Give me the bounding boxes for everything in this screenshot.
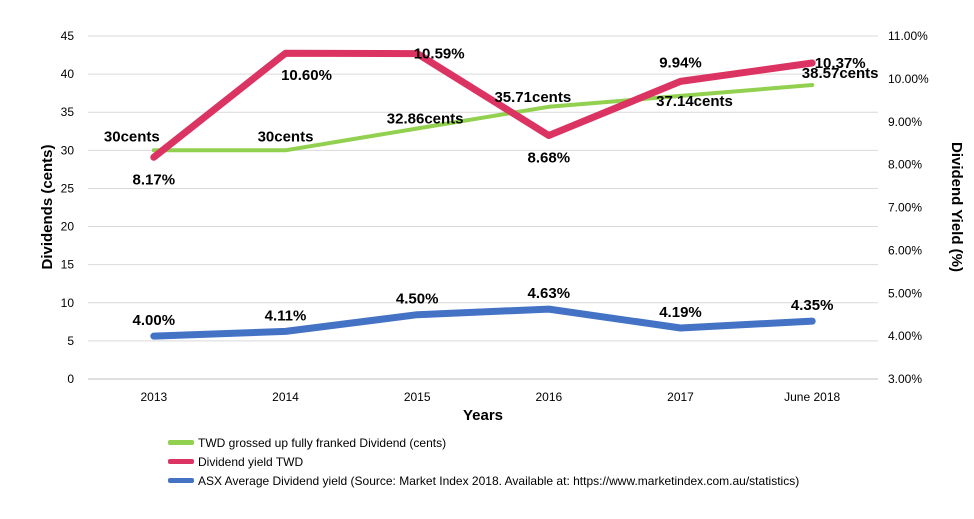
data-label: 38.57cents bbox=[802, 65, 879, 82]
legend-item-twd-dividend: TWD grossed up fully franked Dividend (c… bbox=[168, 433, 799, 452]
data-label: 4.50% bbox=[396, 291, 439, 308]
right-tick-label: 6.00% bbox=[888, 243, 922, 257]
x-tick-label: 2013 bbox=[140, 390, 167, 404]
x-axis-title: Years bbox=[463, 407, 503, 424]
left-tick-label: 20 bbox=[61, 220, 75, 234]
left-tick-label: 30 bbox=[61, 143, 75, 157]
legend-item-twd-yield: Dividend yield TWD bbox=[168, 452, 799, 471]
data-label: 4.19% bbox=[659, 304, 702, 321]
y-axis-right-title: Dividend Yield (%) bbox=[948, 142, 965, 272]
data-label: 10.37% bbox=[815, 55, 866, 72]
left-tick-label: 40 bbox=[61, 67, 75, 81]
legend-label: ASX Average Dividend yield (Source: Mark… bbox=[198, 473, 800, 488]
right-axis-ticks: 3.00% 4.00% 5.00% 6.00% 7.00% 8.00% 9.00% 10.00… bbox=[888, 29, 929, 386]
left-tick-label: 35 bbox=[61, 105, 75, 119]
right-tick-label: 5.00% bbox=[888, 286, 922, 300]
left-tick-label: 15 bbox=[61, 258, 75, 272]
x-tick-label: June 2018 bbox=[784, 390, 840, 404]
right-tick-label: 9.00% bbox=[888, 115, 922, 129]
x-axis-ticks: 2013 2014 2015 2016 2017 June 2018 bbox=[140, 390, 840, 404]
data-label: 10.60% bbox=[281, 67, 332, 84]
data-label: 10.59% bbox=[414, 46, 465, 63]
data-label: 4.11% bbox=[265, 307, 307, 324]
series-line-twd-yield bbox=[150, 49, 816, 161]
legend: TWD grossed up fully franked Dividend (c… bbox=[168, 433, 799, 490]
left-tick-label: 10 bbox=[61, 296, 75, 310]
data-labels: 30cents 30cents 32.86cents 35.71cents 37.14c… bbox=[104, 46, 879, 330]
data-label: 30cents bbox=[104, 128, 160, 145]
legend-item-asx-yield: ASX Average Dividend yield (Source: Mark… bbox=[168, 471, 799, 490]
right-tick-label: 10.00% bbox=[888, 72, 929, 86]
series-lines bbox=[150, 49, 816, 340]
data-label: 9.94% bbox=[659, 54, 702, 71]
x-tick-label: 2014 bbox=[272, 390, 299, 404]
right-tick-label: 7.00% bbox=[888, 201, 922, 215]
series-line-asx-yield bbox=[150, 305, 816, 340]
series-line-twd-dividend bbox=[151, 83, 815, 153]
left-tick-label: 5 bbox=[67, 334, 74, 348]
data-label: 32.86cents bbox=[387, 111, 464, 128]
data-label: 37.14cents bbox=[656, 93, 733, 110]
legend-label: TWD grossed up fully franked Dividend (c… bbox=[198, 435, 447, 450]
left-tick-label: 45 bbox=[61, 29, 75, 43]
left-tick-label: 25 bbox=[61, 181, 75, 195]
right-tick-label: 4.00% bbox=[888, 329, 922, 343]
right-tick-label: 11.00% bbox=[888, 29, 928, 43]
right-tick-label: 3.00% bbox=[888, 372, 922, 386]
left-axis-ticks: 0 5 10 15 20 25 30 35 40 45 bbox=[61, 29, 75, 386]
chart: 0 5 10 15 20 25 30 35 40 45 3.00% 4.00% 5.00% 6.00% 7… bbox=[39, 29, 965, 424]
data-label: 4.63% bbox=[528, 285, 571, 302]
legend-swatch-red bbox=[168, 459, 194, 464]
legend-label: Dividend yield TWD bbox=[198, 454, 304, 469]
legend-swatch-green bbox=[168, 440, 194, 445]
y-axis-left-title: Dividends (cents) bbox=[39, 144, 56, 269]
data-label: 8.68% bbox=[528, 149, 571, 166]
data-label: 30cents bbox=[258, 128, 314, 145]
right-tick-label: 8.00% bbox=[888, 158, 922, 172]
data-label: 8.17% bbox=[133, 171, 176, 188]
x-tick-label: 2017 bbox=[667, 390, 694, 404]
data-label: 4.35% bbox=[791, 297, 834, 314]
data-label: 4.00% bbox=[133, 312, 176, 329]
left-tick-label: 0 bbox=[67, 372, 74, 386]
x-tick-label: 2016 bbox=[535, 390, 562, 404]
x-tick-label: 2015 bbox=[404, 390, 431, 404]
legend-swatch-blue bbox=[168, 478, 194, 483]
data-label: 35.71cents bbox=[494, 89, 571, 106]
